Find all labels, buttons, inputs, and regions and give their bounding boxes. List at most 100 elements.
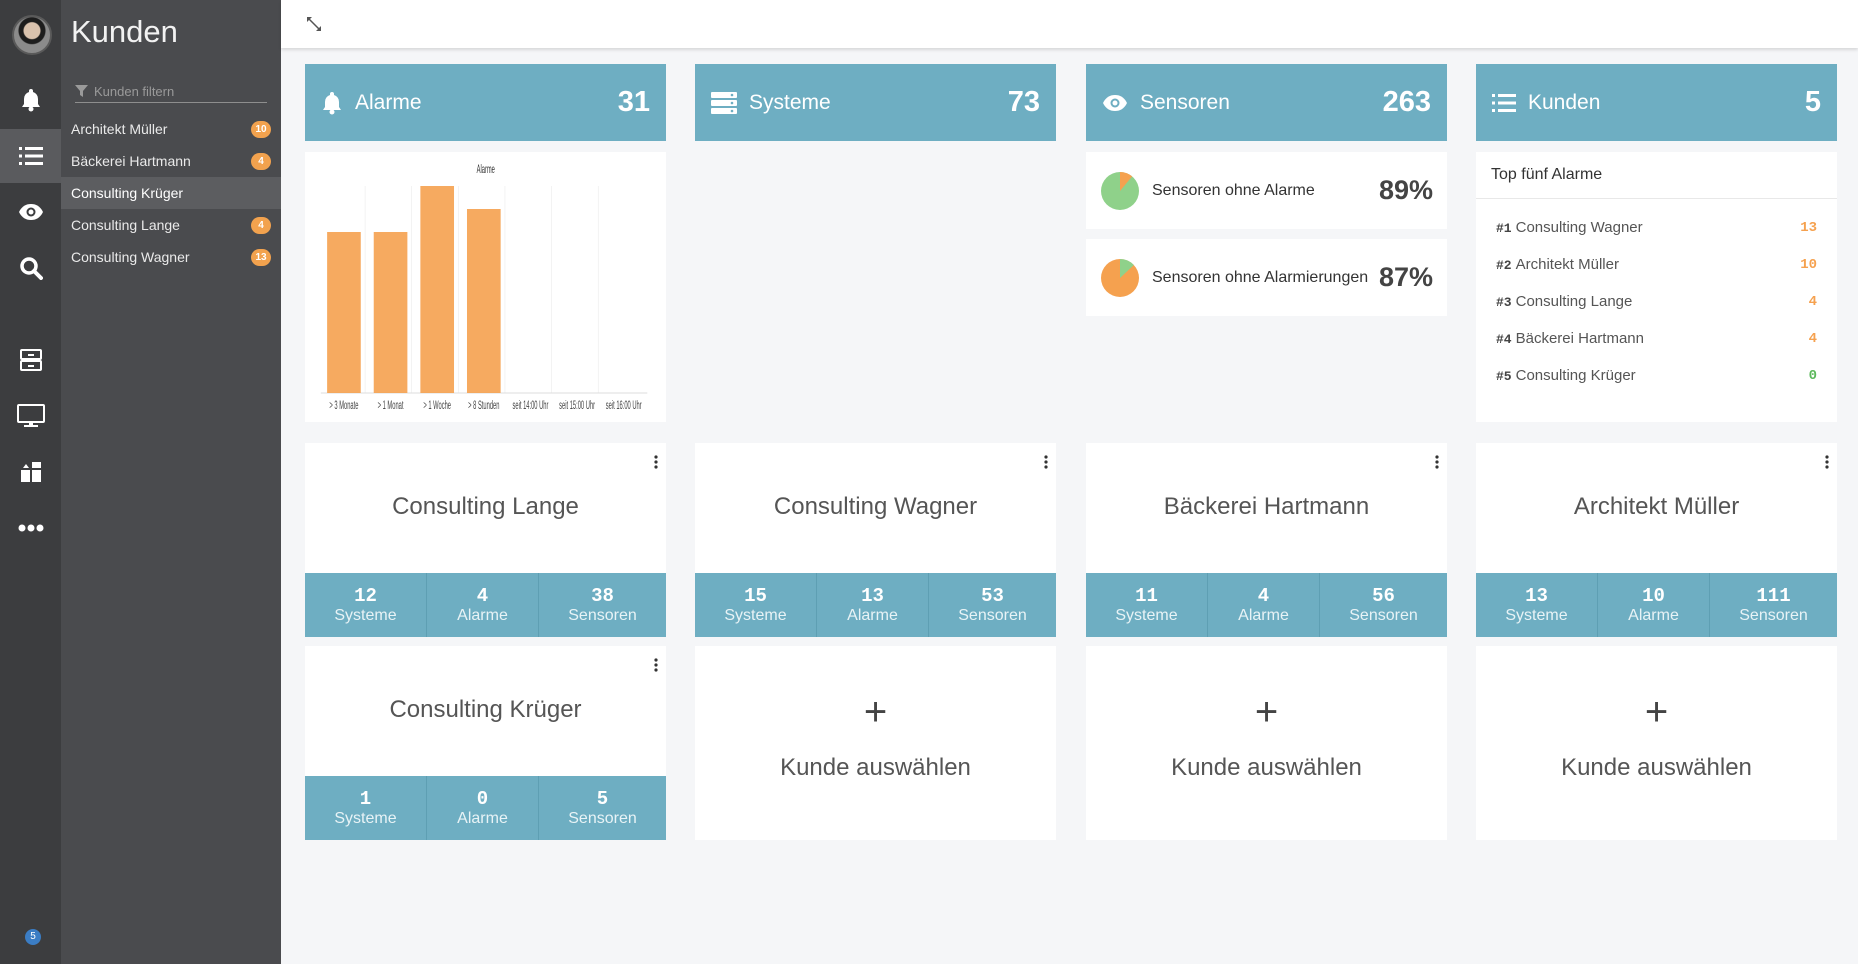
expand-icon[interactable] (305, 15, 323, 33)
stat-num: 13 (1525, 585, 1548, 607)
stat-sub: Sensoren (1349, 607, 1418, 624)
alarm-count: 10 (1800, 256, 1817, 273)
list-icon (1492, 93, 1516, 112)
plus-icon: + (1254, 690, 1279, 734)
list-item[interactable]: #5 Consulting Krüger 0 (1496, 357, 1817, 394)
customer-name: Consulting Wagner (1515, 219, 1643, 236)
customer-card[interactable]: Consulting Wagner 15 Systeme 13 Alarme 53 S… (695, 443, 1056, 637)
alarm-count: 0 (1808, 367, 1817, 384)
rank: #5 (1496, 369, 1512, 384)
sensor-card-no-alarms: Sensoren ohne Alarme 89% (1086, 152, 1447, 229)
list-item[interactable]: #2 Architekt Müller 10 (1496, 246, 1817, 283)
nav-monitor[interactable] (0, 389, 61, 443)
stat-sub: Sensoren (568, 607, 637, 624)
customer-card-name: Consulting Lange (392, 493, 579, 520)
customer-name: Bäckerei Hartmann (1515, 330, 1644, 347)
nav-search[interactable] (0, 241, 61, 295)
customer-card-name: Architekt Müller (1573, 493, 1740, 520)
alarm-count-badge: 10 (251, 120, 271, 138)
systems-stat: 15 Systeme (695, 573, 817, 637)
kebab-menu-icon[interactable] (654, 455, 658, 469)
add-customer-card[interactable]: + Kunde auswählen (1086, 646, 1447, 840)
nav-sensors[interactable] (0, 185, 61, 239)
plus-icon: + (863, 690, 888, 734)
customer-item[interactable]: Consulting Lange 4 (61, 209, 281, 241)
stat-label: Alarme (355, 90, 422, 114)
customer-name: Architekt Müller (1515, 256, 1619, 273)
customer-card[interactable]: Consulting Krüger 1 Systeme 0 Alarme 5 Sens… (305, 646, 666, 840)
stat-sub: Alarme (1238, 607, 1289, 624)
nav-packages[interactable] (0, 445, 61, 499)
stat-value: 263 (1382, 86, 1431, 118)
sensors-stat: 5 Sensoren (539, 776, 666, 840)
nav-systems[interactable] (0, 333, 61, 387)
sensor-percent: 87% (1378, 262, 1433, 292)
search-icon (19, 257, 43, 280)
customer-name: Consulting Krüger (1515, 367, 1636, 384)
customer-item[interactable]: Bäckerei Hartmann 4 (61, 145, 281, 177)
alarm-count-badge: 4 (251, 152, 271, 170)
kebab-menu-icon[interactable] (1825, 455, 1829, 469)
top-bar (281, 0, 1858, 48)
customer-item[interactable]: Consulting Krüger (61, 177, 281, 209)
add-customer-card[interactable]: + Kunde auswählen (1476, 646, 1837, 840)
notification-badge[interactable]: 5 (25, 929, 41, 945)
stat-num: 13 (861, 585, 884, 607)
sensors-stat: 38 Sensoren (539, 573, 666, 637)
rank: #3 (1496, 295, 1512, 310)
nav-customers[interactable] (0, 129, 61, 183)
customer-name: Consulting Lange (1515, 293, 1633, 310)
sensor-label: Sensoren ohne Alarme (1152, 181, 1315, 199)
customer-item[interactable]: Architekt Müller 10 (61, 113, 281, 145)
stat-card-customers[interactable]: Kunden 5 (1476, 64, 1837, 141)
stat-num: 53 (981, 585, 1004, 607)
chart-tick-label: > 3 Monate (329, 398, 358, 412)
customer-card[interactable]: Bäckerei Hartmann 11 Systeme 4 Alarme 56 Se… (1086, 443, 1447, 637)
systems-stat: 12 Systeme (305, 573, 427, 637)
monitor-icon (16, 404, 45, 427)
pie-icon (1101, 258, 1139, 297)
customer-card-name: Consulting Wagner (773, 493, 978, 520)
customer-name: Consulting Lange (71, 217, 180, 233)
stat-num: 10 (1642, 585, 1665, 607)
alarms-stat: 4 Alarme (427, 573, 539, 637)
bell-icon (323, 91, 341, 114)
customer-card-name: Consulting Krüger (389, 696, 582, 723)
customer-item[interactable]: Consulting Wagner 13 (61, 241, 281, 273)
stat-card-alarms[interactable]: Alarme 31 (305, 64, 666, 141)
pie-slice (1120, 171, 1133, 191)
list-icon (18, 147, 43, 165)
kebab-menu-icon[interactable] (1435, 455, 1439, 469)
stat-num: 12 (354, 585, 377, 607)
customer-name: Consulting Wagner (71, 249, 190, 265)
customer-card[interactable]: Architekt Müller 13 Systeme 10 Alarme 111 S… (1476, 443, 1837, 637)
user-avatar[interactable] (12, 15, 52, 55)
kebab-menu-icon[interactable] (1044, 455, 1048, 469)
stat-num: 0 (476, 788, 489, 810)
list-item[interactable]: #1 Consulting Wagner 13 (1496, 209, 1817, 246)
stat-num: 15 (744, 585, 767, 607)
server-icon (711, 91, 737, 114)
stat-card-sensors[interactable]: Sensoren 263 (1086, 64, 1447, 141)
customer-card-stats: 11 Systeme 4 Alarme 56 Sensoren (1086, 573, 1447, 637)
customer-card-stats: 13 Systeme 10 Alarme 111 Sensoren (1476, 573, 1837, 637)
customer-filter-input[interactable] (94, 83, 264, 99)
rank: #2 (1496, 258, 1512, 273)
alarms-stat: 4 Alarme (1208, 573, 1320, 637)
customer-filter[interactable] (75, 80, 267, 103)
pie-icon (1101, 171, 1139, 210)
kebab-menu-icon[interactable] (654, 658, 658, 672)
stat-num: 4 (1257, 585, 1270, 607)
sensors-stat: 111 Sensoren (1710, 573, 1837, 637)
list-item[interactable]: #3 Consulting Lange 4 (1496, 283, 1817, 320)
list-item[interactable]: #4 Bäckerei Hartmann 4 (1496, 320, 1817, 357)
icon-rail: 5 (0, 0, 61, 964)
nav-more[interactable] (0, 501, 61, 555)
stat-sub: Alarme (847, 607, 898, 624)
nav-alarms[interactable] (0, 73, 61, 127)
add-customer-card[interactable]: + Kunde auswählen (695, 646, 1056, 840)
stat-sub: Sensoren (958, 607, 1027, 624)
stat-card-systems[interactable]: Systeme 73 (695, 64, 1056, 141)
chart-tick-label: > 8 Stunden (468, 398, 499, 412)
customer-card[interactable]: Consulting Lange 12 Systeme 4 Alarme 38 Sen… (305, 443, 666, 637)
